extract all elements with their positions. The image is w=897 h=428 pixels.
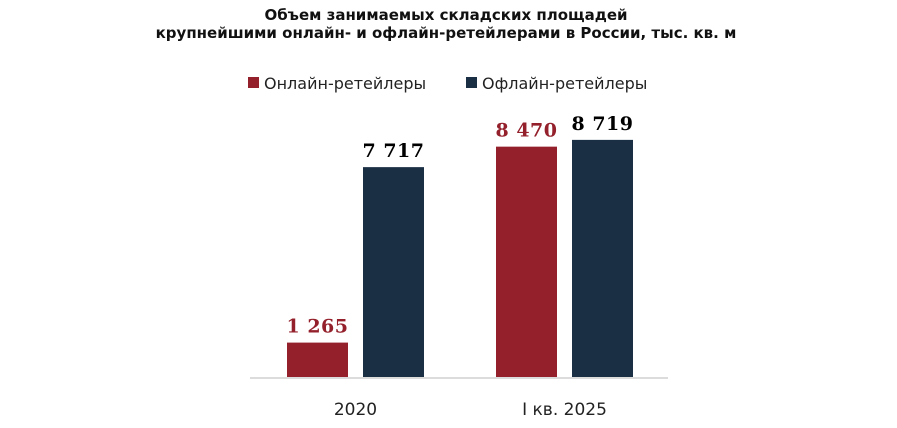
category-labels: 2020 I кв. 2025: [334, 400, 607, 420]
legend-label-online: Онлайн-ретейлеры: [264, 74, 426, 93]
bar-offline-0: [363, 167, 424, 377]
bar-offline-1: [572, 139, 633, 377]
category-label-1: I кв. 2025: [522, 400, 607, 420]
data-label-offline-0: 7 717: [363, 140, 425, 162]
legend-swatch-offline: [466, 77, 477, 88]
chart-title-line-1: Объем занимаемых складских площадей: [264, 6, 627, 24]
category-label-0: 2020: [334, 400, 377, 420]
legend-label-offline: Офлайн-ретейлеры: [482, 74, 647, 93]
data-label-online-1: 8 470: [496, 120, 558, 142]
data-label-offline-1: 8 719: [572, 113, 634, 135]
legend-swatch-online: [248, 77, 259, 88]
chart-title-line-2: крупнейшими онлайн- и офлайн-ретейлерами…: [156, 24, 737, 42]
bar-online-0: [287, 342, 348, 377]
legend: Онлайн-ретейлеры Офлайн-ретейлеры: [248, 74, 647, 93]
bar-online-1: [496, 146, 557, 377]
data-label-online-0: 1 265: [287, 316, 349, 338]
bars-group: 1 265 7 717 8 470 8 719: [287, 113, 634, 377]
